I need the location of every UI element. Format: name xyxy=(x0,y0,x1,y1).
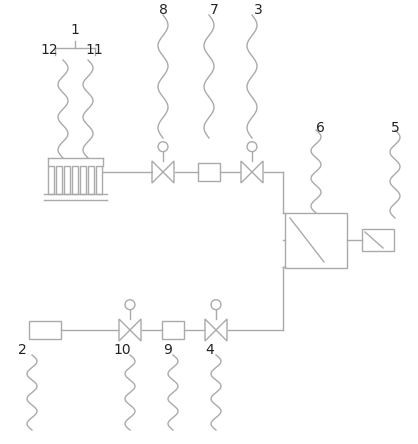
Bar xyxy=(80,166,86,194)
Bar xyxy=(48,166,54,194)
Bar xyxy=(285,213,347,267)
Bar xyxy=(162,321,184,339)
Text: 9: 9 xyxy=(163,343,173,357)
Text: 12: 12 xyxy=(40,43,58,57)
Bar xyxy=(56,166,62,194)
Text: 11: 11 xyxy=(85,43,103,57)
Text: 2: 2 xyxy=(18,343,26,357)
Bar xyxy=(362,229,394,251)
Bar xyxy=(88,166,94,194)
Text: 10: 10 xyxy=(113,343,131,357)
Bar xyxy=(72,166,78,194)
Bar xyxy=(64,166,70,194)
Text: 8: 8 xyxy=(158,3,168,17)
Text: 7: 7 xyxy=(209,3,218,17)
Bar xyxy=(198,163,220,181)
Bar xyxy=(29,321,61,339)
Text: 6: 6 xyxy=(316,121,324,135)
Text: 4: 4 xyxy=(206,343,214,357)
Bar xyxy=(96,166,102,194)
Text: 3: 3 xyxy=(254,3,263,17)
Text: 1: 1 xyxy=(71,23,79,37)
Text: 5: 5 xyxy=(391,121,399,135)
